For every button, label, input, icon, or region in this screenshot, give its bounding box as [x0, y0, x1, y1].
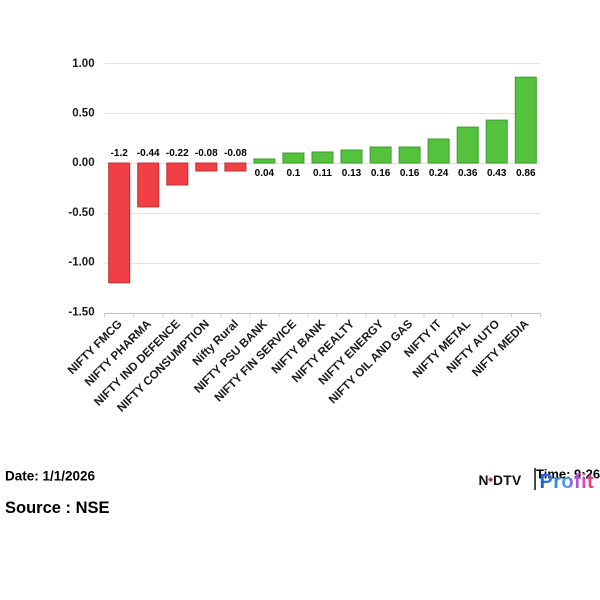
- svg-text:DTV: DTV: [493, 473, 522, 488]
- svg-text:1.00: 1.00: [72, 58, 94, 70]
- svg-text:Time: 9:26: Time: 9:26: [536, 467, 600, 482]
- svg-text:0.16: 0.16: [371, 168, 391, 179]
- svg-text:-0.22: -0.22: [166, 148, 189, 159]
- svg-text:-0.08: -0.08: [195, 148, 218, 159]
- svg-text:Date: 1/1/2026: Date: 1/1/2026: [5, 469, 96, 484]
- svg-text:0.43: 0.43: [487, 168, 507, 179]
- svg-text:0.50: 0.50: [72, 108, 94, 120]
- svg-text:Profit: Profit: [540, 471, 595, 493]
- svg-text:0.16: 0.16: [400, 168, 420, 179]
- svg-text:0.13: 0.13: [342, 168, 362, 179]
- svg-text:-0.50: -0.50: [68, 207, 94, 219]
- svg-text:-1.50: -1.50: [68, 306, 94, 318]
- svg-text:-1.2: -1.2: [111, 148, 129, 159]
- svg-text:0.86: 0.86: [516, 168, 536, 179]
- svg-text:Source : NSE: Source : NSE: [5, 499, 110, 517]
- svg-text:0.36: 0.36: [458, 168, 478, 179]
- svg-text:-0.08: -0.08: [224, 148, 247, 159]
- svg-text:0.24: 0.24: [429, 168, 449, 179]
- svg-text:0.11: 0.11: [313, 168, 332, 179]
- svg-text:-1.00: -1.00: [68, 257, 94, 269]
- svg-text:N: N: [479, 473, 489, 488]
- svg-text:0.04: 0.04: [255, 168, 275, 179]
- svg-text:-0.44: -0.44: [137, 148, 160, 159]
- svg-text:0.00: 0.00: [72, 157, 94, 169]
- svg-text:0.1: 0.1: [286, 168, 300, 179]
